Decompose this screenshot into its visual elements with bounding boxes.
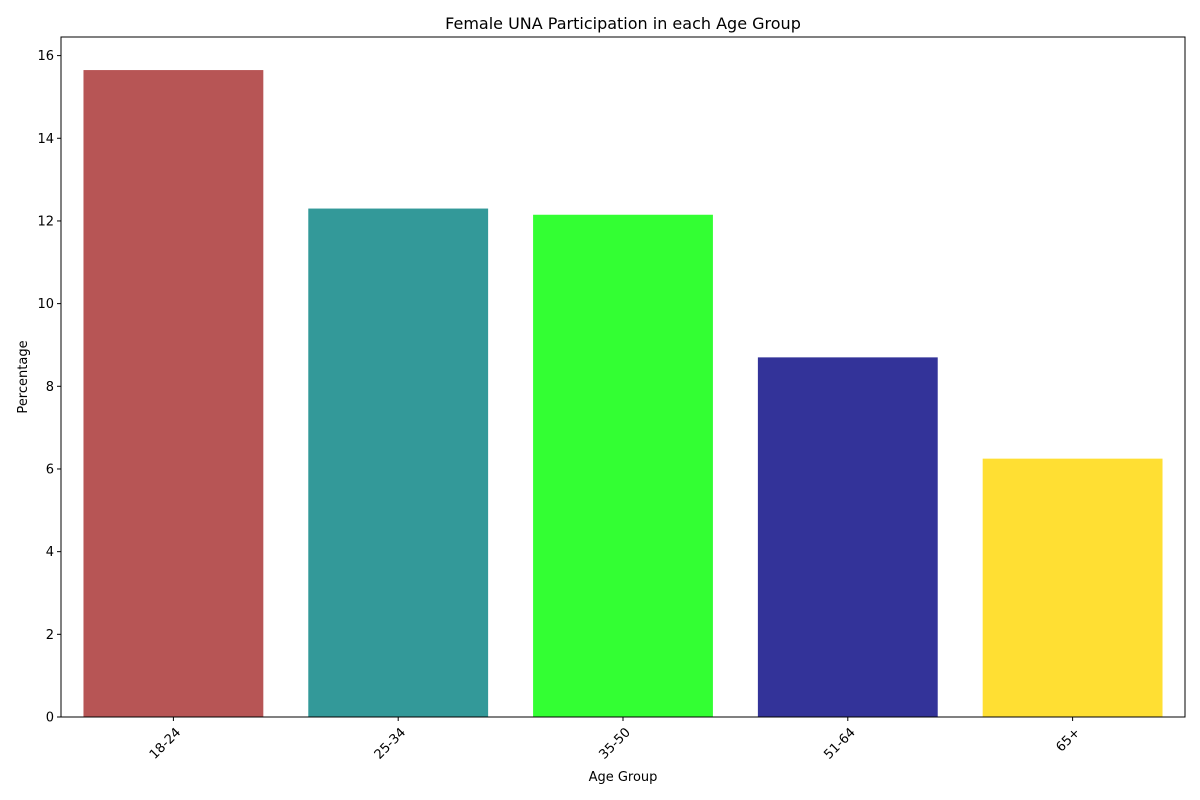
bar-51-64 [757,357,938,717]
y-tick-label: 16 [37,49,54,64]
x-tick-label: 35-50 [597,725,634,762]
y-tick-label: 6 [46,462,54,477]
x-tick-label: 65+ [1053,725,1083,755]
y-axis: 0 2 4 6 8 10 12 14 16 [37,49,61,726]
y-tick-label: 10 [37,297,54,312]
bar-25-34 [308,208,489,717]
plot-area [83,70,1163,718]
y-tick-label: 2 [46,628,54,643]
x-tick-label: 25-34 [372,725,409,762]
y-tick-label: 4 [46,545,54,560]
bar-65+ [982,458,1163,717]
y-tick-label: 14 [37,132,54,147]
x-tick-label: 51-64 [821,725,858,762]
x-axis: 18-24 25-34 35-50 51-64 65+ [147,717,1083,763]
chart-title: Female UNA Participation in each Age Gro… [445,14,801,33]
y-tick-label: 0 [46,711,54,726]
x-tick-label: 18-24 [147,725,184,762]
x-axis-label: Age Group [589,770,658,785]
bar-35-50 [533,214,713,717]
y-axis-label: Percentage [16,340,31,413]
plot-frame [60,36,1186,718]
y-tick-label: 12 [37,214,54,229]
bar-18-24 [83,70,264,718]
y-tick-label: 8 [46,380,54,395]
